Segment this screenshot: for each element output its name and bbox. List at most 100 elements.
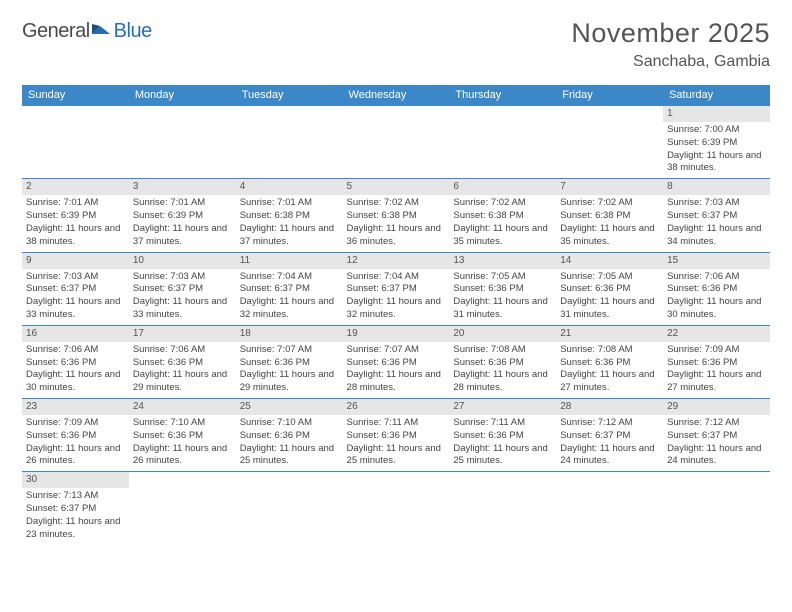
day-cell: 19Sunrise: 7:07 AMSunset: 6:36 PMDayligh… xyxy=(343,325,450,398)
sunset: Sunset: 6:38 PM xyxy=(240,210,339,223)
day-number: 21 xyxy=(556,326,663,342)
flag-icon xyxy=(92,20,114,41)
sunrise: Sunrise: 7:12 AM xyxy=(667,417,766,430)
daylight: Daylight: 11 hours and 28 minutes. xyxy=(347,369,446,395)
day-details: Sunrise: 7:03 AMSunset: 6:37 PMDaylight:… xyxy=(129,269,236,325)
day-cell: 10Sunrise: 7:03 AMSunset: 6:37 PMDayligh… xyxy=(129,252,236,325)
week-row: 2Sunrise: 7:01 AMSunset: 6:39 PMDaylight… xyxy=(22,179,770,252)
day-details: Sunrise: 7:01 AMSunset: 6:39 PMDaylight:… xyxy=(129,195,236,251)
sunset: Sunset: 6:37 PM xyxy=(667,210,766,223)
day-cell: 27Sunrise: 7:11 AMSunset: 6:36 PMDayligh… xyxy=(449,399,556,472)
day-details: Sunrise: 7:01 AMSunset: 6:38 PMDaylight:… xyxy=(236,195,343,251)
day-cell: 11Sunrise: 7:04 AMSunset: 6:37 PMDayligh… xyxy=(236,252,343,325)
day-cell: 29Sunrise: 7:12 AMSunset: 6:37 PMDayligh… xyxy=(663,399,770,472)
sunset: Sunset: 6:37 PM xyxy=(667,430,766,443)
week-row: 1Sunrise: 7:00 AMSunset: 6:39 PMDaylight… xyxy=(22,106,770,179)
daylight: Daylight: 11 hours and 31 minutes. xyxy=(560,296,659,322)
daylight: Daylight: 11 hours and 38 minutes. xyxy=(26,223,125,249)
sunrise: Sunrise: 7:01 AM xyxy=(26,197,125,210)
sunrise: Sunrise: 7:04 AM xyxy=(347,271,446,284)
day-number: 8 xyxy=(663,179,770,195)
day-details: Sunrise: 7:12 AMSunset: 6:37 PMDaylight:… xyxy=(556,415,663,471)
daylight: Daylight: 11 hours and 30 minutes. xyxy=(26,369,125,395)
sunrise: Sunrise: 7:05 AM xyxy=(560,271,659,284)
dayhead-tue: Tuesday xyxy=(236,85,343,106)
day-number: 13 xyxy=(449,253,556,269)
sunset: Sunset: 6:36 PM xyxy=(667,357,766,370)
daylight: Daylight: 11 hours and 26 minutes. xyxy=(26,443,125,469)
day-cell xyxy=(449,472,556,545)
day-number: 17 xyxy=(129,326,236,342)
brand-logo: General Blue xyxy=(22,18,152,43)
day-details: Sunrise: 7:03 AMSunset: 6:37 PMDaylight:… xyxy=(663,195,770,251)
day-cell: 6Sunrise: 7:02 AMSunset: 6:38 PMDaylight… xyxy=(449,179,556,252)
sunset: Sunset: 6:38 PM xyxy=(453,210,552,223)
daylight: Daylight: 11 hours and 26 minutes. xyxy=(133,443,232,469)
day-number: 10 xyxy=(129,253,236,269)
day-cell: 1Sunrise: 7:00 AMSunset: 6:39 PMDaylight… xyxy=(663,106,770,179)
sunset: Sunset: 6:37 PM xyxy=(26,283,125,296)
daylight: Daylight: 11 hours and 25 minutes. xyxy=(453,443,552,469)
week-row: 16Sunrise: 7:06 AMSunset: 6:36 PMDayligh… xyxy=(22,325,770,398)
day-number: 27 xyxy=(449,399,556,415)
daylight: Daylight: 11 hours and 37 minutes. xyxy=(133,223,232,249)
day-cell: 2Sunrise: 7:01 AMSunset: 6:39 PMDaylight… xyxy=(22,179,129,252)
day-number: 14 xyxy=(556,253,663,269)
daylight: Daylight: 11 hours and 30 minutes. xyxy=(667,296,766,322)
sunrise: Sunrise: 7:01 AM xyxy=(133,197,232,210)
day-cell: 16Sunrise: 7:06 AMSunset: 6:36 PMDayligh… xyxy=(22,325,129,398)
day-cell xyxy=(556,106,663,179)
day-number: 11 xyxy=(236,253,343,269)
day-cell: 22Sunrise: 7:09 AMSunset: 6:36 PMDayligh… xyxy=(663,325,770,398)
sunset: Sunset: 6:36 PM xyxy=(133,357,232,370)
day-number: 12 xyxy=(343,253,450,269)
sunrise: Sunrise: 7:03 AM xyxy=(26,271,125,284)
calendar-table: Sunday Monday Tuesday Wednesday Thursday… xyxy=(22,85,770,545)
day-details: Sunrise: 7:00 AMSunset: 6:39 PMDaylight:… xyxy=(663,122,770,178)
day-number: 30 xyxy=(22,472,129,488)
day-number: 19 xyxy=(343,326,450,342)
sunrise: Sunrise: 7:01 AM xyxy=(240,197,339,210)
sunset: Sunset: 6:36 PM xyxy=(560,357,659,370)
sunrise: Sunrise: 7:09 AM xyxy=(667,344,766,357)
day-cell: 24Sunrise: 7:10 AMSunset: 6:36 PMDayligh… xyxy=(129,399,236,472)
daylight: Daylight: 11 hours and 33 minutes. xyxy=(26,296,125,322)
day-details: Sunrise: 7:04 AMSunset: 6:37 PMDaylight:… xyxy=(236,269,343,325)
day-cell: 12Sunrise: 7:04 AMSunset: 6:37 PMDayligh… xyxy=(343,252,450,325)
day-number: 7 xyxy=(556,179,663,195)
sunrise: Sunrise: 7:08 AM xyxy=(560,344,659,357)
sunset: Sunset: 6:37 PM xyxy=(560,430,659,443)
sunset: Sunset: 6:36 PM xyxy=(667,283,766,296)
daylight: Daylight: 11 hours and 25 minutes. xyxy=(347,443,446,469)
day-details: Sunrise: 7:07 AMSunset: 6:36 PMDaylight:… xyxy=(343,342,450,398)
sunrise: Sunrise: 7:13 AM xyxy=(26,490,125,503)
day-cell: 9Sunrise: 7:03 AMSunset: 6:37 PMDaylight… xyxy=(22,252,129,325)
title-block: November 2025 Sanchaba, Gambia xyxy=(571,18,770,71)
sunrise: Sunrise: 7:07 AM xyxy=(347,344,446,357)
day-details: Sunrise: 7:05 AMSunset: 6:36 PMDaylight:… xyxy=(449,269,556,325)
sunset: Sunset: 6:37 PM xyxy=(347,283,446,296)
day-cell: 13Sunrise: 7:05 AMSunset: 6:36 PMDayligh… xyxy=(449,252,556,325)
dayhead-sun: Sunday xyxy=(22,85,129,106)
day-number: 24 xyxy=(129,399,236,415)
sunrise: Sunrise: 7:00 AM xyxy=(667,124,766,137)
sunset: Sunset: 6:38 PM xyxy=(347,210,446,223)
day-details: Sunrise: 7:12 AMSunset: 6:37 PMDaylight:… xyxy=(663,415,770,471)
sunrise: Sunrise: 7:06 AM xyxy=(26,344,125,357)
day-number: 18 xyxy=(236,326,343,342)
day-cell xyxy=(22,106,129,179)
dayhead-sat: Saturday xyxy=(663,85,770,106)
day-number: 23 xyxy=(22,399,129,415)
day-details: Sunrise: 7:07 AMSunset: 6:36 PMDaylight:… xyxy=(236,342,343,398)
sunset: Sunset: 6:39 PM xyxy=(133,210,232,223)
sunset: Sunset: 6:36 PM xyxy=(240,357,339,370)
sunset: Sunset: 6:37 PM xyxy=(133,283,232,296)
day-details: Sunrise: 7:04 AMSunset: 6:37 PMDaylight:… xyxy=(343,269,450,325)
daylight: Daylight: 11 hours and 24 minutes. xyxy=(667,443,766,469)
day-cell xyxy=(129,106,236,179)
day-details: Sunrise: 7:06 AMSunset: 6:36 PMDaylight:… xyxy=(663,269,770,325)
sunset: Sunset: 6:36 PM xyxy=(347,357,446,370)
daylight: Daylight: 11 hours and 28 minutes. xyxy=(453,369,552,395)
calendar-page: General Blue November 2025 Sanchaba, Gam… xyxy=(0,0,792,545)
dayhead-fri: Friday xyxy=(556,85,663,106)
